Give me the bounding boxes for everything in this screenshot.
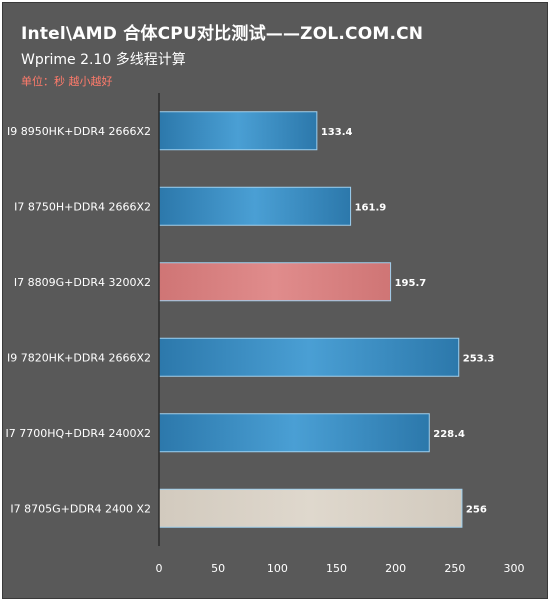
- bar-4: [158, 337, 460, 377]
- category-label-4: I9 7820HK+DDR4 2666X2: [7, 351, 151, 364]
- x-tick-label-200: 200: [385, 562, 406, 575]
- category-label-5: I7 7700HQ+DDR4 2400X2: [6, 427, 152, 440]
- x-tick-label-50: 50: [211, 562, 225, 575]
- bar-3: [158, 262, 392, 302]
- category-label-1: I9 8950HK+DDR4 2666X2: [7, 125, 151, 138]
- bar-6: [158, 488, 463, 528]
- unit-note: 单位：秒 越小越好: [21, 75, 113, 88]
- chart-subtitle: Wprime 2.10 多线程计算: [21, 52, 186, 68]
- value-label-3: 195.7: [395, 278, 427, 289]
- bar-5: [158, 413, 430, 453]
- value-label-5: 228.4: [433, 429, 465, 440]
- value-label-1: 133.4: [321, 127, 353, 138]
- bar-2: [158, 186, 352, 226]
- bar-1: [158, 111, 318, 151]
- x-tick-label-0: 0: [156, 562, 163, 575]
- x-tick-label-300: 300: [504, 562, 525, 575]
- category-label-3: I7 8809G+DDR4 3200X2: [14, 276, 151, 289]
- x-tick-label-250: 250: [444, 562, 465, 575]
- x-tick-label-150: 150: [326, 562, 347, 575]
- value-label-6: 256: [466, 504, 487, 515]
- chart-title: Intel\AMD 合体CPU对比测试——ZOL.COM.CN: [21, 24, 424, 44]
- x-tick-label-100: 100: [267, 562, 288, 575]
- value-label-2: 161.9: [355, 202, 387, 213]
- value-label-4: 253.3: [463, 353, 495, 364]
- category-label-6: I7 8705G+DDR4 2400 X2: [10, 502, 151, 515]
- category-label-2: I7 8750H+DDR4 2666X2: [14, 200, 151, 213]
